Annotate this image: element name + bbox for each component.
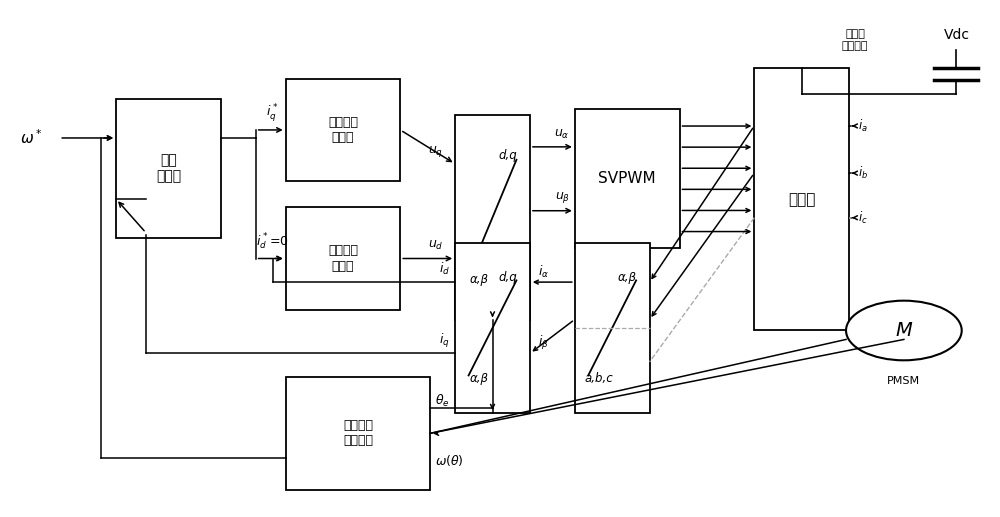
Text: $i_\alpha$: $i_\alpha$	[538, 264, 549, 280]
Bar	[754, 68, 849, 330]
Text: $\theta_e$: $\theta_e$	[435, 393, 450, 409]
Text: $\omega(\theta)$: $\omega(\theta)$	[435, 453, 464, 468]
Bar	[116, 99, 221, 238]
Bar	[575, 110, 680, 248]
Text: $i_d^*\!=\!0$: $i_d^*\!=\!0$	[256, 232, 289, 252]
Text: 开关管
驱动信号: 开关管 驱动信号	[842, 29, 868, 51]
Text: SVPWM: SVPWM	[598, 171, 656, 186]
Bar	[286, 207, 400, 310]
Bar	[286, 79, 400, 181]
Text: $i_b$: $i_b$	[858, 165, 868, 181]
Text: $i_\beta$: $i_\beta$	[538, 334, 549, 352]
Text: 转速
控制器: 转速 控制器	[156, 154, 181, 184]
Text: $i_d$: $i_d$	[439, 261, 450, 277]
Text: 交轴电流
控制器: 交轴电流 控制器	[328, 116, 358, 144]
Text: $i_a$: $i_a$	[858, 118, 868, 134]
Circle shape	[846, 301, 962, 360]
Text: α,β: α,β	[470, 272, 489, 285]
Text: d,q: d,q	[498, 270, 517, 283]
Text: $i_q$: $i_q$	[439, 331, 450, 349]
Text: $u_d$: $u_d$	[428, 239, 443, 252]
Text: M: M	[895, 321, 912, 340]
Text: $u_q$: $u_q$	[428, 144, 443, 159]
Bar	[455, 243, 530, 413]
Text: PMSM: PMSM	[887, 376, 920, 386]
Text: Vdc: Vdc	[944, 28, 970, 42]
Text: 位置检测
转速计算: 位置检测 转速计算	[343, 419, 373, 447]
Bar	[455, 115, 530, 320]
Text: $u_\alpha$: $u_\alpha$	[554, 128, 570, 141]
Text: a,b,c: a,b,c	[584, 372, 613, 385]
Text: 逆变器: 逆变器	[788, 192, 815, 207]
Text: α,β: α,β	[470, 372, 489, 385]
Bar	[575, 243, 650, 413]
Text: α,β: α,β	[618, 270, 637, 283]
Text: $u_\beta$: $u_\beta$	[555, 190, 570, 205]
Text: $\omega^*$: $\omega^*$	[20, 129, 43, 147]
Text: $i_q^*$: $i_q^*$	[266, 102, 279, 125]
Text: 直轴电流
控制器: 直轴电流 控制器	[328, 245, 358, 272]
Text: d,q: d,q	[498, 149, 517, 162]
Text: $i_c$: $i_c$	[858, 210, 868, 226]
Bar	[286, 377, 430, 490]
